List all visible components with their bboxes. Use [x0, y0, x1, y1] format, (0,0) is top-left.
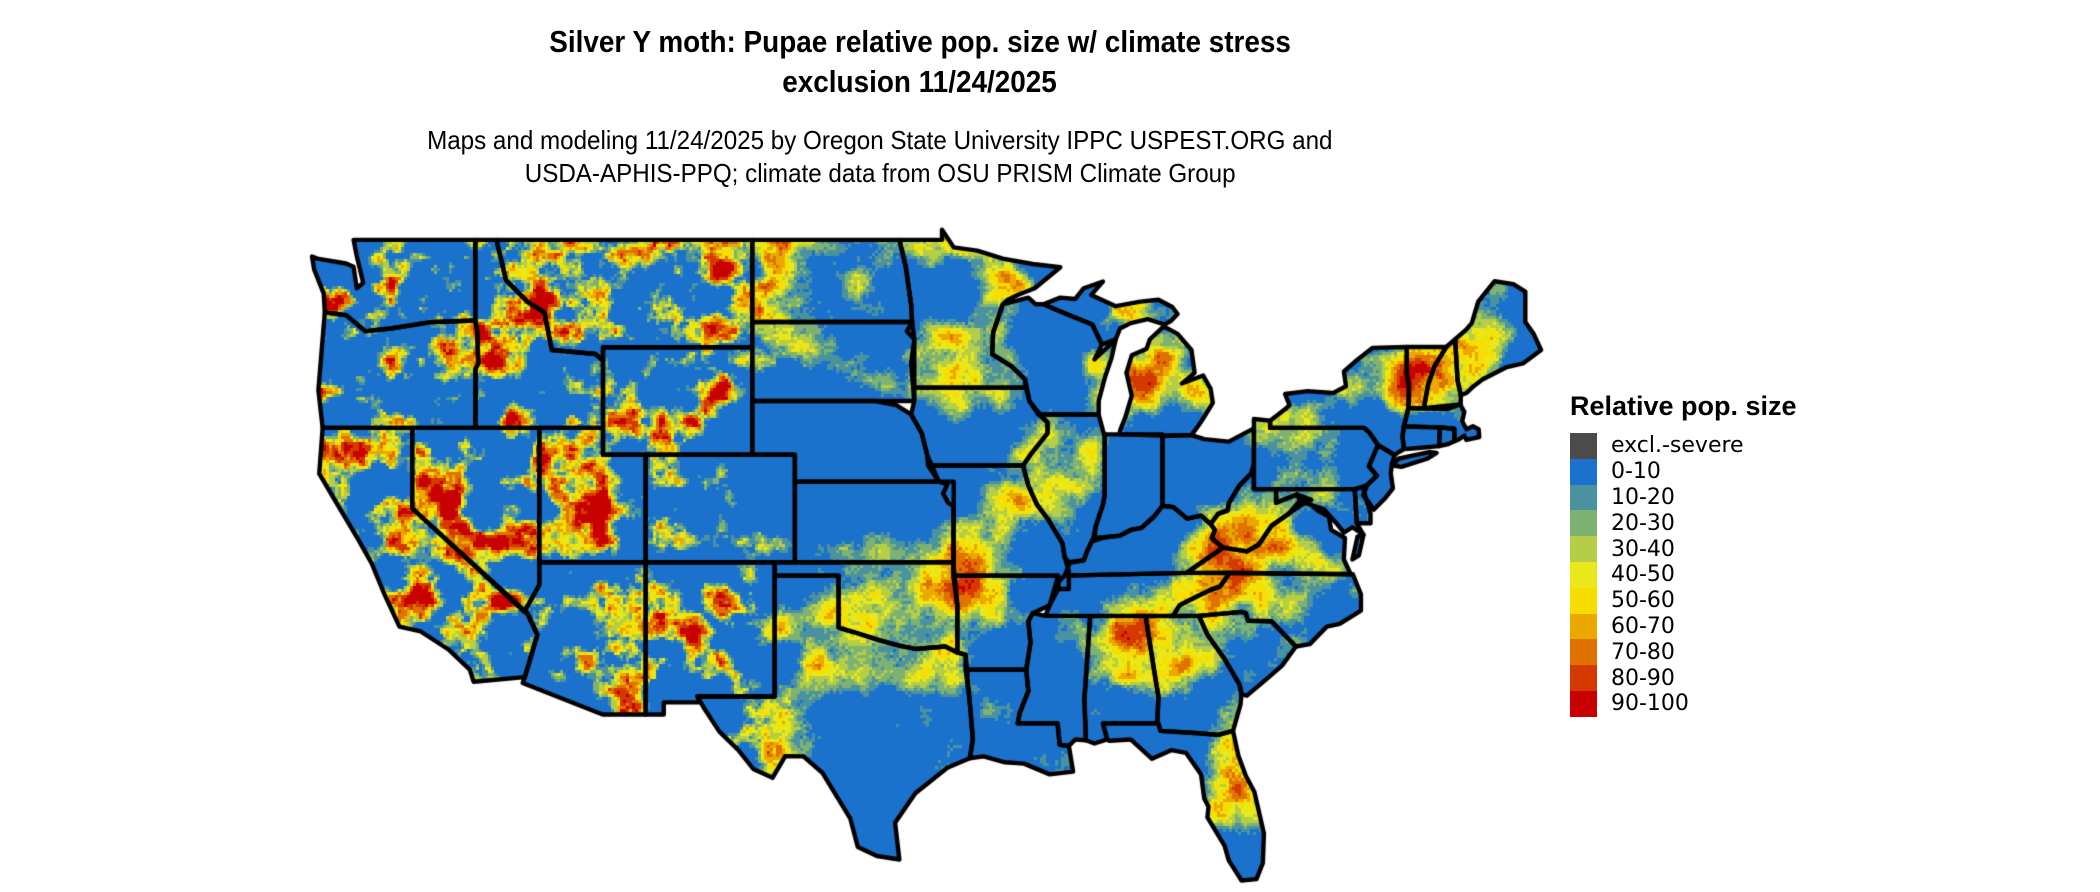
legend-swatch — [1570, 613, 1597, 640]
legend-label: 10-20 — [1611, 484, 1675, 510]
legend: Relative pop. size excl.-severe 0-10 10-20… — [1570, 391, 1797, 717]
legend-item: 90-100 — [1570, 690, 1797, 717]
figure-title: Silver Y moth: Pupae relative pop. size … — [220, 22, 1620, 102]
legend-item: 0-10 — [1570, 458, 1797, 485]
legend-label: 30-40 — [1611, 536, 1675, 562]
figure-subtitle-line2: USDA-APHIS-PPQ; climate data from OSU PR… — [524, 158, 1236, 188]
legend-swatch — [1570, 665, 1597, 691]
figure-title-line1: Silver Y moth: Pupae relative pop. size … — [549, 24, 1291, 59]
legend-swatch — [1570, 536, 1597, 562]
legend-label: 0-10 — [1611, 459, 1661, 485]
legend-title: Relative pop. size — [1570, 391, 1797, 421]
legend-item: 50-60 — [1570, 587, 1797, 614]
legend-swatch — [1570, 433, 1597, 459]
legend-item: 30-40 — [1570, 536, 1797, 562]
legend-item: 80-90 — [1570, 665, 1797, 691]
legend-swatch — [1570, 639, 1597, 666]
legend-swatch — [1570, 510, 1597, 537]
legend-label: 20-30 — [1611, 510, 1675, 536]
legend-swatch — [1570, 484, 1597, 511]
legend-label: 80-90 — [1611, 665, 1675, 691]
legend-swatch — [1570, 587, 1597, 614]
legend-item: 60-70 — [1570, 613, 1797, 640]
legend-swatch — [1570, 690, 1597, 717]
legend-item: excl.-severe — [1570, 433, 1797, 459]
legend-label: excl.-severe — [1611, 433, 1744, 459]
legend-swatch — [1570, 561, 1597, 588]
figure-subtitle-line1: Maps and modeling 11/24/2025 by Oregon S… — [427, 125, 1333, 155]
legend-label: 60-70 — [1611, 613, 1675, 639]
legend-item: 10-20 — [1570, 484, 1797, 511]
legend-label: 90-100 — [1611, 691, 1689, 717]
legend-label: 40-50 — [1611, 562, 1675, 588]
legend-rows: excl.-severe 0-10 10-20 20-30 30-40 40-50 50-6… — [1570, 433, 1797, 717]
legend-swatch — [1570, 458, 1597, 485]
legend-label: 50-60 — [1611, 588, 1675, 614]
figure-title-line2: exclusion 11/24/2025 — [782, 64, 1058, 99]
legend-label: 70-80 — [1611, 639, 1675, 665]
legend-item: 20-30 — [1570, 510, 1797, 537]
figure-subtitle: Maps and modeling 11/24/2025 by Oregon S… — [180, 124, 1580, 190]
legend-item: 70-80 — [1570, 639, 1797, 666]
legend-item: 40-50 — [1570, 561, 1797, 588]
